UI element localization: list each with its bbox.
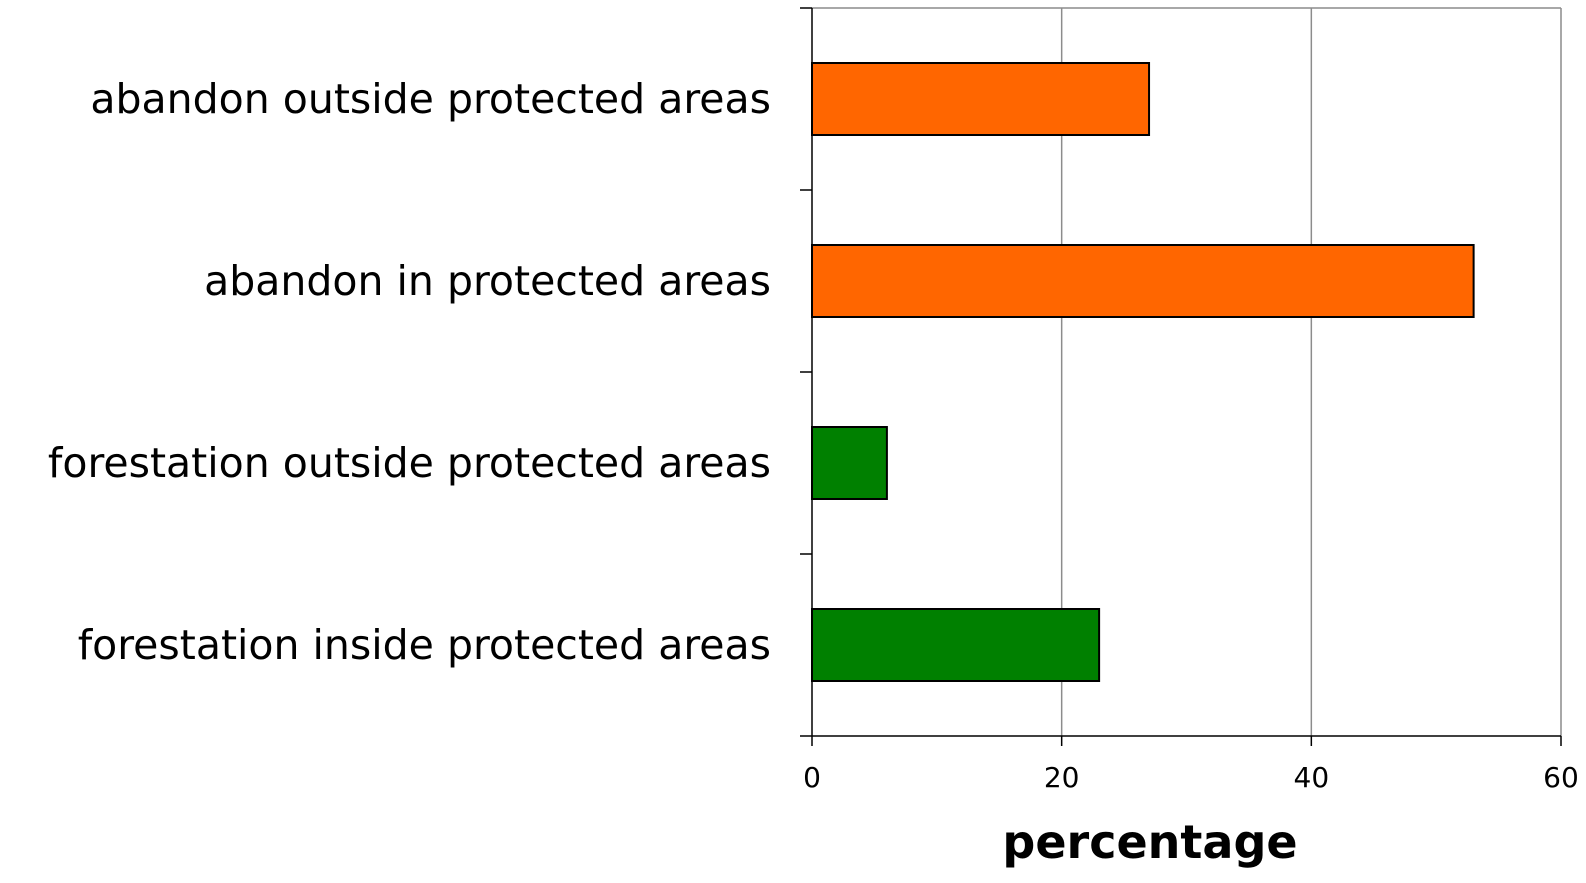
labels: 0 20 40 60 abandon outside protected areas ab…: [48, 75, 1579, 794]
x-tick-label-20: 20: [1044, 761, 1080, 794]
category-label-0: abandon outside protected areas: [90, 75, 771, 123]
bar-3: [811, 608, 1101, 682]
bar-2: [811, 426, 888, 500]
x-axis-title: percentage: [1002, 815, 1297, 869]
x-tick-label-60: 60: [1543, 761, 1579, 794]
category-label-3: forestation inside protected areas: [78, 621, 771, 669]
x-tick-label-0: 0: [803, 761, 821, 794]
category-label-1: abandon in protected areas: [204, 257, 771, 305]
bar-0: [811, 62, 1151, 136]
bar-1: [811, 244, 1475, 318]
axes: [800, 7, 1562, 746]
bars: [811, 62, 1475, 682]
category-label-2: forestation outside protected areas: [48, 439, 771, 487]
x-tick-label-40: 40: [1294, 761, 1330, 794]
